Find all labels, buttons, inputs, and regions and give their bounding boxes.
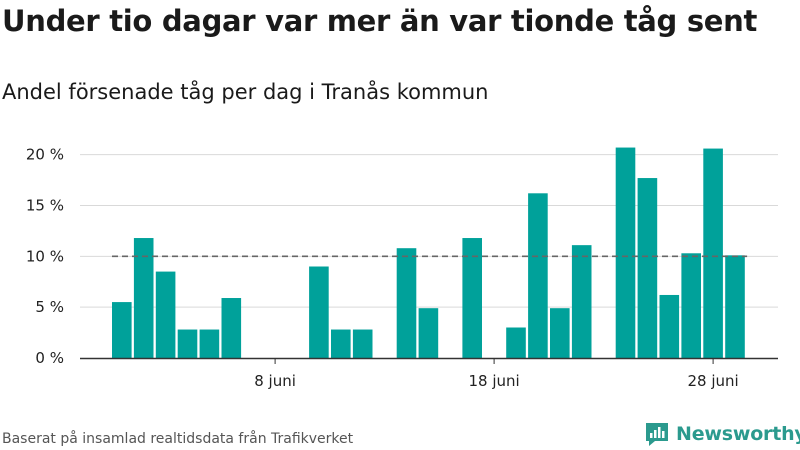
bar-4-juni [177, 329, 198, 358]
chart-title: Under tio dagar var mer än var tionde tå… [2, 4, 758, 38]
bar-6-juni [221, 298, 242, 358]
source-note: Baserat på insamlad realtidsdata från Tr… [2, 431, 354, 447]
x-tick-label: 8 juni [254, 372, 296, 390]
bar-1-juni [112, 302, 132, 358]
bar-20-juni [528, 193, 548, 358]
bar-10-juni [309, 266, 329, 358]
bar-28-juni [703, 148, 723, 358]
bar-2-juni [133, 238, 154, 358]
bar-24-juni [615, 147, 636, 358]
x-tick-label: 28 juni [687, 372, 738, 390]
bar-5-juni [199, 329, 220, 358]
bar-12-juni [352, 329, 373, 358]
bar-11-juni [331, 329, 351, 358]
bar-26-juni [659, 294, 680, 358]
y-tick-label: 20 % [26, 146, 64, 164]
grid-lines [80, 154, 778, 308]
bar-21-juni [550, 308, 570, 358]
bar-14-juni [396, 248, 417, 358]
y-tick-label: 0 % [35, 349, 64, 367]
y-tick-label: 15 % [26, 197, 64, 215]
y-tick-label: 10 % [26, 247, 64, 265]
bar-22-juni [571, 245, 592, 358]
chart-subtitle: Andel försenade tåg per dag i Tranås kom… [2, 80, 489, 104]
y-tick-label: 5 % [35, 298, 64, 316]
bars [112, 147, 745, 358]
y-axis-labels: 0 % 5 % 10 % 15 % 20 % [26, 146, 64, 367]
bar-15-juni [418, 308, 439, 358]
x-axis-ticks: 8 juni 18 juni 28 juni [254, 358, 739, 390]
bar-19-juni [506, 327, 526, 358]
bar-25-juni [637, 178, 658, 358]
newsworthy-logo: Newsworthy [643, 420, 800, 448]
bar-27-juni [681, 253, 701, 358]
x-tick-label: 18 juni [468, 372, 519, 390]
logo-text: Newsworthy [676, 423, 800, 445]
bar-29-juni [725, 255, 745, 358]
bar-17-juni [462, 238, 482, 358]
bar-3-juni [155, 271, 176, 358]
newsworthy-logo-icon [646, 423, 668, 446]
